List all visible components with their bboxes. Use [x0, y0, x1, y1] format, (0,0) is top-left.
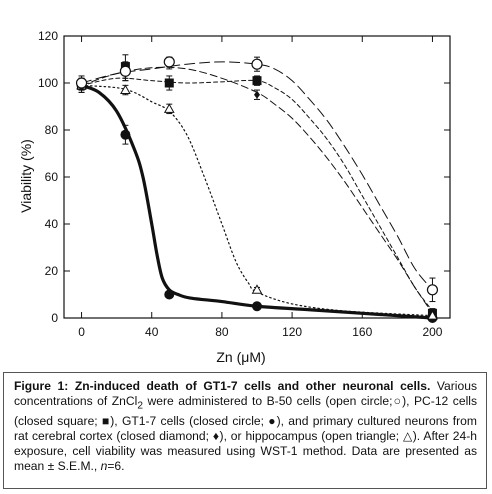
x-tick-label: 0 [78, 325, 85, 339]
y-tick-label: 120 [38, 29, 58, 43]
caption-text-3: =6. [107, 458, 125, 473]
y-tick-label: 40 [45, 217, 59, 231]
x-tick-label: 120 [282, 325, 302, 339]
figure-caption: Figure 1: Zn-induced death of GT1-7 cell… [3, 372, 487, 489]
x-tick-label: 160 [352, 325, 372, 339]
y-tick-label: 80 [45, 123, 59, 137]
x-tick-label: 200 [422, 325, 442, 339]
data-point-closed-circle [164, 289, 175, 300]
data-point-closed-circle [120, 129, 131, 140]
data-point-open-circle [163, 56, 175, 68]
y-tick-label: 20 [45, 264, 59, 278]
caption-n: n [100, 458, 108, 473]
data-markers [75, 56, 439, 323]
y-tick-label: 60 [45, 170, 59, 184]
data-point-open-triangle [163, 103, 175, 113]
series-line-closed-diamond [81, 66, 433, 314]
series-line-open-triangle [80, 84, 434, 317]
data-point-closed-diamond [254, 90, 260, 99]
caption-title: Zn-induced death of GT1-7 cells and othe… [68, 379, 431, 393]
x-axis-title: Zn (μM) [216, 349, 265, 365]
data-point-open-triangle [251, 284, 263, 294]
data-point-closed-square [164, 78, 174, 88]
data-point-open-circle [251, 58, 263, 70]
data-point-closed-circle [252, 301, 262, 312]
caption-text-1: Various concentrations of ZnCl [14, 379, 477, 409]
y-tick-label: 100 [38, 76, 58, 90]
x-tick-label: 40 [145, 325, 159, 339]
series-line-open-circle [81, 61, 433, 291]
y-axis-title: Viability (%) [18, 139, 34, 213]
data-point-open-circle [119, 65, 132, 77]
y-tick-label: 0 [51, 311, 58, 325]
series-curves [79, 61, 435, 320]
viability-chart: 0 20 40 60 80 100 120 0 40 80 120 160 200 Zn (μM) Vi… [18, 29, 451, 365]
data-point-closed-square [252, 76, 262, 86]
data-point-open-triangle [120, 84, 131, 95]
x-tick-label: 80 [215, 325, 229, 339]
caption-text-2: were administered to B-50 cells (open ci… [14, 394, 477, 473]
data-point-open-triangle [427, 310, 438, 320]
caption-label: Figure 1: [14, 379, 69, 393]
data-point-open-circle [426, 284, 439, 296]
caption-subscript: 2 [137, 400, 143, 412]
series-line-closed-circle [79, 83, 435, 320]
data-point-open-circle [75, 77, 88, 89]
series-line-closed-square [81, 77, 433, 312]
chart-axes: 0 20 40 60 80 100 120 0 40 80 120 160 200 [38, 29, 451, 339]
